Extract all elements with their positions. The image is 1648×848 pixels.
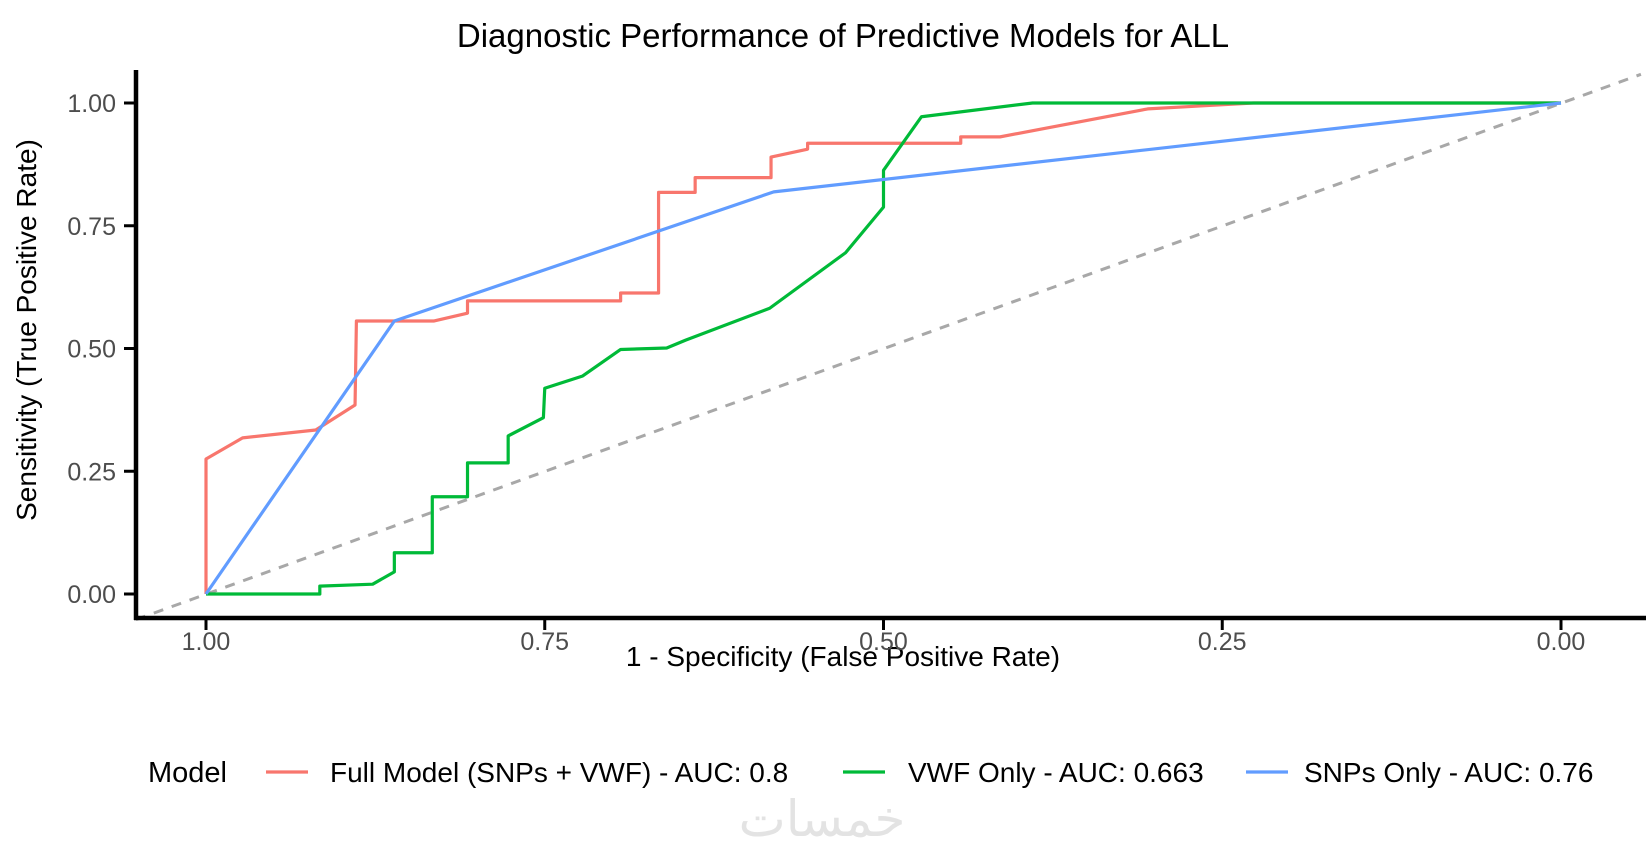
chart-title: Diagnostic Performance of Predictive Mod… bbox=[457, 17, 1229, 54]
x-axis-title: 1 - Specificity (False Positive Rate) bbox=[626, 641, 1060, 672]
chance-line bbox=[135, 72, 1642, 621]
legend-items: Full Model (SNPs + VWF) - AUC: 0.8 VWF On… bbox=[266, 757, 1593, 788]
x-axis-ticks: 1.00 0.75 0.50 0.25 0.00 bbox=[182, 618, 1586, 656]
y-tick-label: 0.25 bbox=[67, 458, 116, 486]
reference-diagonal bbox=[135, 72, 1642, 621]
roc-curve-0 bbox=[204, 101, 1561, 594]
y-axis-title: Sensitivity (True Positive Rate) bbox=[11, 139, 42, 521]
legend-label-2: SNPs Only - AUC: 0.76 bbox=[1304, 757, 1593, 788]
watermark-text: خمسات bbox=[739, 791, 906, 847]
legend-title: Model bbox=[148, 757, 227, 789]
y-tick-label: 0.00 bbox=[67, 581, 116, 609]
x-tick-label: 0.75 bbox=[520, 628, 569, 656]
y-tick-label: 0.50 bbox=[67, 336, 116, 364]
x-tick-label: 0.00 bbox=[1537, 628, 1586, 656]
legend: Model Full Model (SNPs + VWF) - AUC: 0.8… bbox=[148, 757, 1593, 789]
legend-label-1: VWF Only - AUC: 0.663 bbox=[908, 757, 1204, 788]
roc-curve-2 bbox=[204, 101, 1562, 595]
x-tick-label: 0.50 bbox=[859, 628, 908, 656]
y-tick-label: 1.00 bbox=[67, 90, 116, 118]
legend-label-0: Full Model (SNPs + VWF) - AUC: 0.8 bbox=[330, 757, 788, 788]
y-axis-ticks: 0.00 0.25 0.50 0.75 1.00 bbox=[67, 90, 136, 609]
x-tick-label: 0.25 bbox=[1198, 628, 1247, 656]
x-tick-label: 1.00 bbox=[182, 628, 231, 656]
roc-curve-1 bbox=[206, 101, 1561, 596]
y-tick-label: 0.75 bbox=[67, 213, 116, 241]
series-lines bbox=[204, 101, 1562, 596]
